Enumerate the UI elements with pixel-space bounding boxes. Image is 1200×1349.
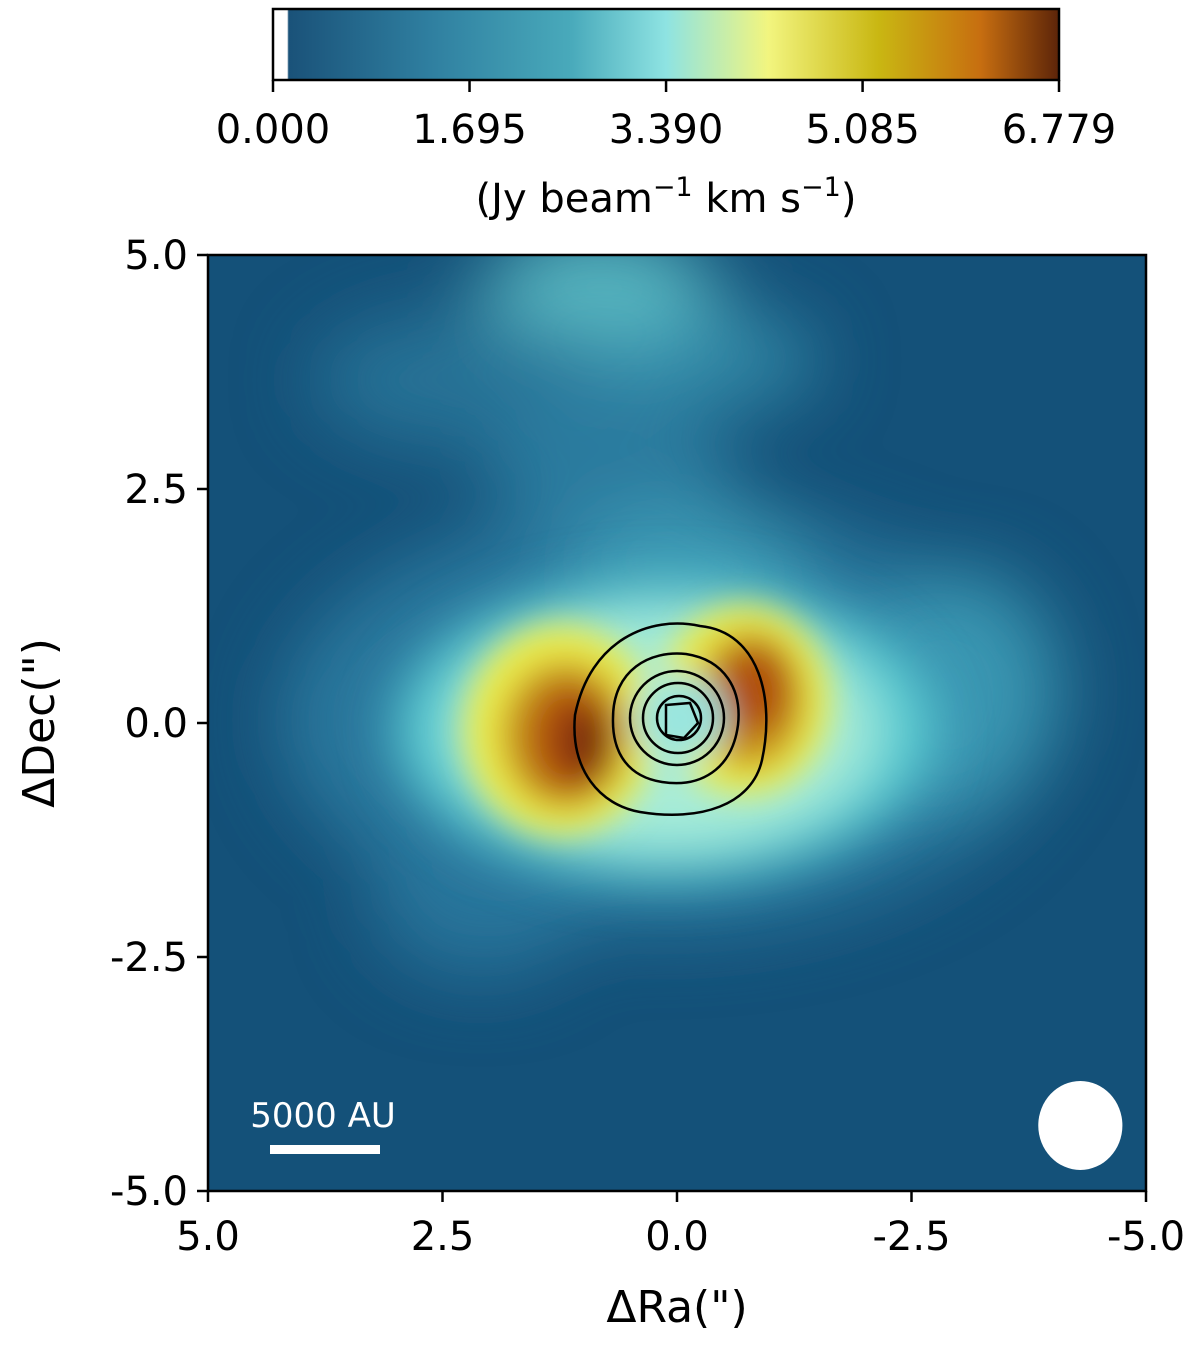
scale-bar-line bbox=[270, 1145, 380, 1154]
contour-3 bbox=[628, 669, 726, 767]
colorbar-ticks: 0.000 1.695 3.390 5.085 6.779 bbox=[216, 80, 1117, 153]
colorbar-label: (Jy beam−1 km s−1) bbox=[476, 172, 857, 222]
x-tick-label: 5.0 bbox=[176, 1214, 240, 1260]
y-tick-label: 5.0 bbox=[124, 233, 188, 279]
y-axis: 5.0 2.5 0.0 -2.5 -5.0 bbox=[110, 233, 208, 1215]
colorbar-tick-label: 5.085 bbox=[805, 107, 920, 153]
intensity-map: 5000 AU bbox=[208, 255, 1146, 1191]
x-tick-label: -5.0 bbox=[1107, 1214, 1185, 1260]
scale-bar-label: 5000 AU bbox=[250, 1096, 395, 1136]
y-tick-label: 2.5 bbox=[124, 467, 188, 513]
contour-5 bbox=[655, 694, 703, 742]
contour-4 bbox=[641, 681, 715, 755]
x-tick-label: 0.0 bbox=[645, 1214, 709, 1260]
y-tick-label: 0.0 bbox=[124, 701, 188, 747]
colorbar: 0.000 1.695 3.390 5.085 6.779 (Jy beam−1 km … bbox=[216, 7, 1117, 222]
y-tick-label: -5.0 bbox=[110, 1169, 188, 1215]
colorbar-tick-label: 6.779 bbox=[1002, 107, 1117, 153]
colorbar-tick-label: 3.390 bbox=[609, 107, 724, 153]
x-axis-label: ΔRa(") bbox=[606, 1282, 747, 1333]
scale-bar: 5000 AU bbox=[250, 1096, 396, 1154]
contour-2 bbox=[611, 652, 740, 785]
contour-6 bbox=[664, 701, 700, 740]
contours bbox=[573, 622, 768, 816]
x-tick-label: -2.5 bbox=[872, 1214, 950, 1260]
colorbar-tick-label: 1.695 bbox=[412, 107, 527, 153]
y-axis-label: ΔDec(") bbox=[14, 638, 65, 808]
colorbar-gradient bbox=[271, 7, 1061, 82]
colorbar-tick-label: 0.000 bbox=[216, 107, 331, 153]
x-axis: 5.0 2.5 0.0 -2.5 -5.0 bbox=[176, 1191, 1185, 1260]
contour-1 bbox=[573, 622, 768, 816]
beam-ellipse bbox=[1038, 1081, 1123, 1170]
x-tick-label: 2.5 bbox=[411, 1214, 475, 1260]
y-tick-label: -2.5 bbox=[110, 935, 188, 981]
peak-emission bbox=[465, 605, 830, 835]
